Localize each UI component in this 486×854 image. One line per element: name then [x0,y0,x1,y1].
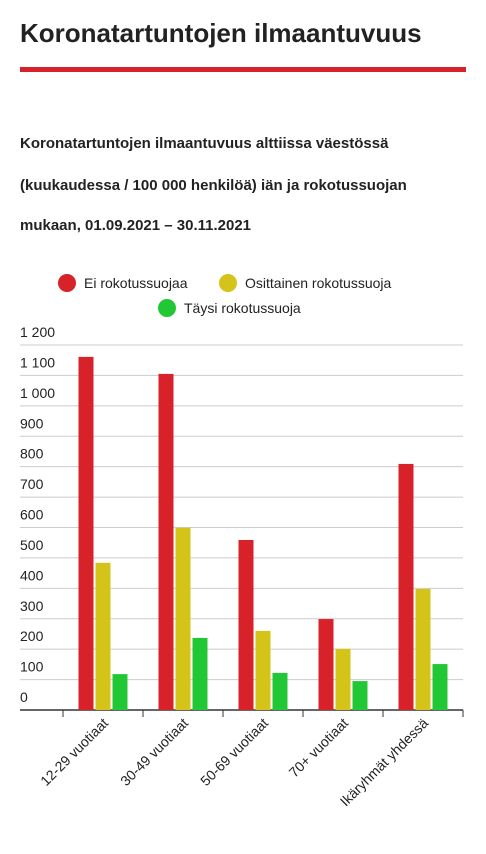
y-tick-label: 1 000 [20,385,55,401]
y-tick-label: 0 [20,689,28,705]
y-tick-label: 400 [20,567,44,583]
bar [398,463,414,710]
legend-swatch [58,274,76,292]
bar [95,562,111,710]
bar [158,373,174,710]
x-tick-label: 70+ vuotiaat [286,715,352,781]
x-tick-label: 12-29 vuotiaat [37,715,111,789]
title-rule [20,67,466,72]
bar [272,672,288,710]
chart-title: Koronatartuntojen ilmaantuvuus alttiissa… [20,135,389,152]
legend-label: Osittainen rokotussuoja [245,275,392,291]
y-tick-label: 1 200 [20,324,55,340]
y-tick-label: 300 [20,598,44,614]
x-tick-label: 50-69 vuotiaat [197,715,271,789]
legend-swatch [219,274,237,292]
bar [352,681,368,710]
legend-label: Täysi rokotussuoja [184,300,301,316]
bar [192,637,208,710]
y-tick-label: 1 100 [20,354,55,370]
y-tick-label: 800 [20,446,44,462]
bar [238,539,254,710]
y-tick-label: 500 [20,537,44,553]
bar [335,648,351,710]
bar [255,630,271,710]
bar [432,664,448,710]
chart-subtitle: mukaan, 01.09.2021 – 30.11.2021 [20,217,251,234]
y-tick-label: 600 [20,507,44,523]
y-tick-label: 700 [20,476,44,492]
y-tick-label: 100 [20,659,44,675]
y-tick-label: 200 [20,628,44,644]
bar [175,527,191,710]
page-title: Koronatartuntojen ilmaantuvuus [20,18,422,48]
bar [112,674,128,710]
x-tick-label: 30-49 vuotiaat [117,715,191,789]
legend-label: Ei rokotussuojaa [84,275,188,291]
bar [415,588,431,710]
legend-swatch [158,299,176,317]
bar [318,619,334,710]
bar [78,356,94,710]
y-tick-label: 900 [20,415,44,431]
chart-subtitle: (kuukaudessa / 100 000 henkilöä) iän ja … [20,177,407,194]
x-tick-label: Ikäryhmät yhdessä [337,715,432,810]
